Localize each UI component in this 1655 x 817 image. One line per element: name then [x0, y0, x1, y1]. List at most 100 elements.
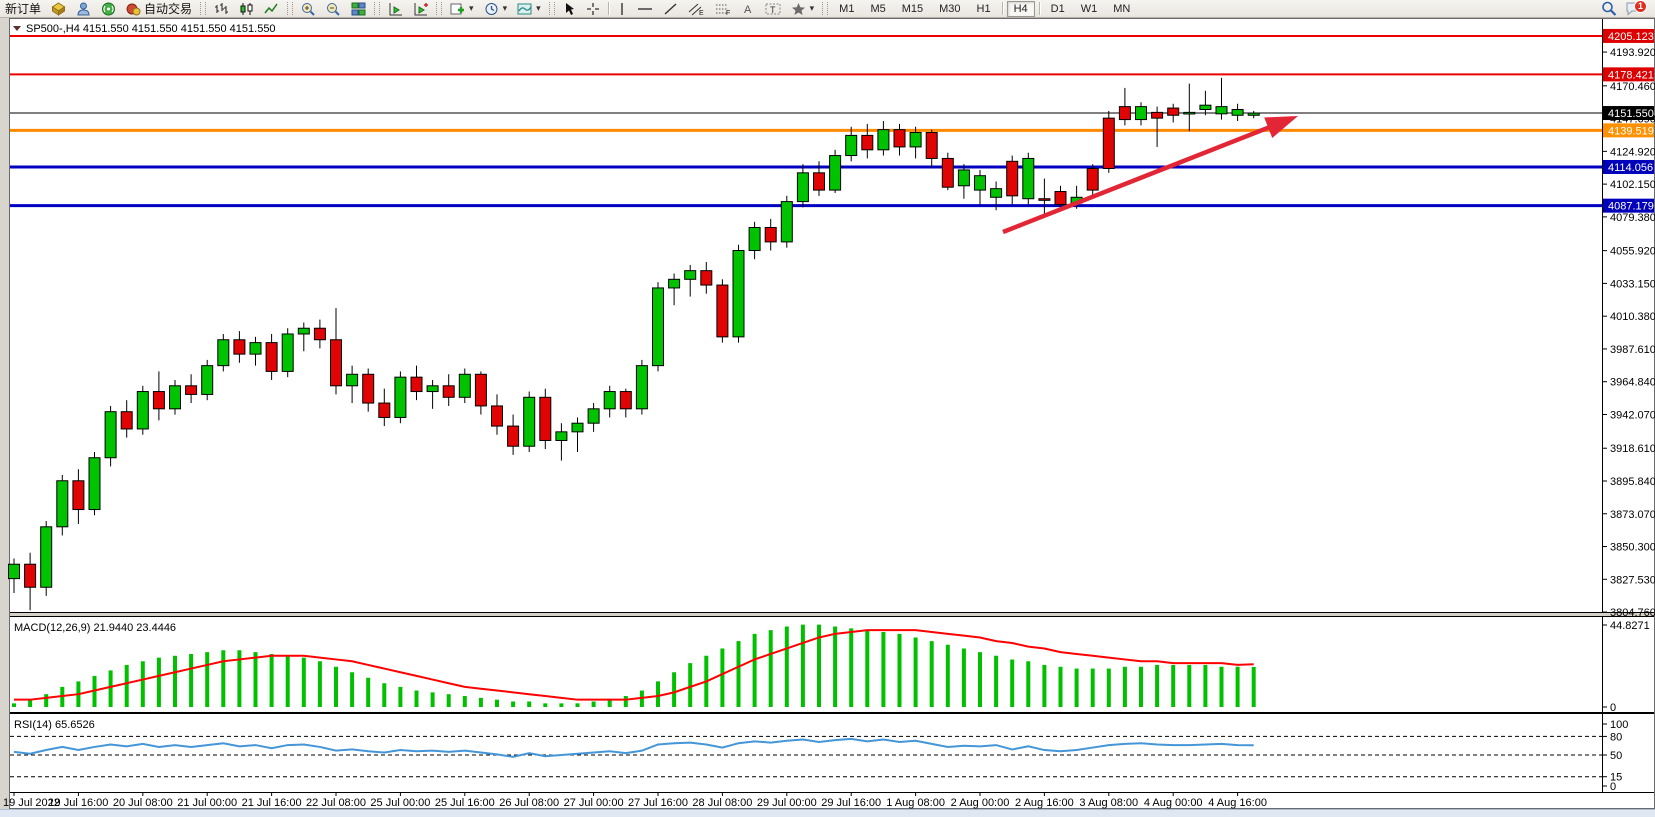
svg-text:3964.840: 3964.840: [1610, 377, 1655, 389]
svg-text:27 Jul 16:00: 27 Jul 16:00: [628, 797, 688, 809]
svg-text:4205.123: 4205.123: [1608, 31, 1654, 43]
trendline-button[interactable]: [658, 1, 683, 17]
svg-text:SP500-,H4 4151.550 4151.550 41: SP500-,H4 4151.550 4151.550 4151.550 415…: [26, 23, 276, 35]
svg-text:T: T: [770, 5, 776, 15]
indicator-window-add-icon: [414, 2, 429, 15]
svg-text:4139.519: 4139.519: [1608, 125, 1654, 137]
crosshair-button[interactable]: [581, 1, 605, 17]
candle-chart-button[interactable]: [234, 1, 259, 17]
svg-text:27 Jul 00:00: 27 Jul 00:00: [564, 797, 624, 809]
main-toolbar: 新订单 自动交易: [0, 0, 1655, 18]
toolbar-separator: [1038, 2, 1040, 15]
svg-text:RSI(14) 65.6526: RSI(14) 65.6526: [14, 719, 95, 731]
candle-chart-icon: [240, 2, 253, 15]
text-button[interactable]: A: [737, 1, 760, 17]
toolbar-grip: [436, 2, 443, 15]
toolbar-grip: [822, 2, 829, 15]
svg-text:3918.610: 3918.610: [1610, 443, 1655, 455]
svg-text:F: F: [726, 10, 730, 16]
indicator-window-button[interactable]: [383, 1, 408, 17]
bar-chart-icon: [215, 2, 229, 14]
svg-text:80: 80: [1610, 731, 1622, 743]
timeframe-d1[interactable]: D1: [1050, 2, 1065, 15]
svg-text:4033.150: 4033.150: [1610, 278, 1655, 290]
svg-text:4170.460: 4170.460: [1610, 81, 1655, 93]
svg-text:4087.179: 4087.179: [1608, 201, 1654, 213]
indicator-window-add-button[interactable]: [408, 1, 433, 17]
toolbar-grip: [548, 2, 555, 15]
svg-text:4114.056: 4114.056: [1608, 162, 1653, 174]
chevron-down-icon: ▾: [469, 3, 474, 13]
vertical-line-icon: [620, 2, 623, 15]
svg-text:4079.380: 4079.380: [1610, 212, 1655, 224]
cursor-button[interactable]: [558, 1, 581, 17]
svg-text:29 Jul 00:00: 29 Jul 00:00: [757, 797, 817, 809]
shapes-button[interactable]: ▾: [786, 1, 820, 17]
svg-text:3987.610: 3987.610: [1610, 344, 1655, 356]
zoom-out-button[interactable]: [321, 1, 346, 17]
timeframe-m1[interactable]: M1: [839, 2, 855, 15]
channel-button[interactable]: E: [683, 1, 710, 17]
zoom-in-button[interactable]: [296, 1, 321, 17]
toolbar-separator: [607, 2, 609, 15]
svg-text:20 Jul 08:00: 20 Jul 08:00: [113, 797, 173, 809]
line-chart-button[interactable]: [259, 1, 284, 17]
bar-chart-button[interactable]: [209, 1, 234, 17]
toolbar-grip: [200, 2, 207, 15]
notifications-button[interactable]: 1: [1625, 0, 1647, 17]
gold-diamond-icon-button[interactable]: [46, 1, 71, 17]
timeframe-m30[interactable]: M30: [939, 2, 961, 15]
svg-text:3942.070: 3942.070: [1610, 409, 1655, 421]
trendline-icon: [664, 2, 677, 15]
template-button[interactable]: ▾: [512, 1, 546, 17]
zoom-out-icon: [327, 2, 340, 16]
auto-trade-label: 自动交易: [144, 2, 193, 16]
signal-button[interactable]: [96, 1, 121, 17]
horizontal-line-icon: [637, 7, 652, 10]
timeframe-h1[interactable]: H1: [976, 2, 991, 15]
timeframe-m15[interactable]: M15: [901, 2, 924, 15]
auto-trade-icon: [126, 3, 141, 15]
clock-icon: [485, 2, 498, 15]
auto-trade-button[interactable]: 自动交易: [121, 1, 197, 17]
period-button[interactable]: ▾: [479, 1, 513, 17]
status-bar: [0, 809, 1655, 817]
vertical-line-button[interactable]: [612, 1, 632, 17]
tile-windows-button[interactable]: [346, 1, 371, 17]
svg-text:3804.760: 3804.760: [1610, 607, 1655, 619]
svg-text:29 Jul 16:00: 29 Jul 16:00: [821, 797, 881, 809]
svg-text:3850.300: 3850.300: [1610, 542, 1655, 554]
timeframe-bar: M1 M5 M15 M30 H1 H4 D1 W1 MN: [831, 0, 1138, 17]
new-order-button[interactable]: 新订单: [0, 1, 46, 17]
timeframe-w1[interactable]: W1: [1080, 2, 1098, 15]
svg-text:3895.840: 3895.840: [1610, 476, 1655, 488]
toolbar-grip: [374, 2, 381, 15]
svg-text:2 Aug 00:00: 2 Aug 00:00: [951, 797, 1010, 809]
signal-icon: [102, 2, 116, 15]
gold-diamond-icon: [51, 1, 66, 16]
timeframe-mn[interactable]: MN: [1113, 2, 1131, 15]
svg-text:0: 0: [1610, 702, 1616, 714]
fibonacci-button[interactable]: F: [710, 1, 737, 17]
text-label-icon: T: [765, 3, 781, 15]
fibonacci-icon: F: [715, 4, 730, 16]
svg-text:15: 15: [1610, 772, 1622, 784]
timeframe-m5[interactable]: M5: [870, 2, 886, 15]
chevron-down-icon: ▾: [809, 3, 815, 13]
chevron-down-icon: ▾: [536, 3, 541, 13]
svg-text:21 Jul 16:00: 21 Jul 16:00: [242, 797, 302, 809]
svg-text:4178.421: 4178.421: [1608, 69, 1654, 81]
svg-text:4055.920: 4055.920: [1610, 246, 1655, 258]
timeframe-h4[interactable]: H4: [1006, 0, 1035, 17]
horizontal-line-button[interactable]: [632, 1, 658, 17]
person-icon: [77, 2, 90, 15]
chevron-down-icon: ▾: [502, 3, 508, 13]
new-chart-button[interactable]: ▾: [445, 1, 479, 17]
search-icon[interactable]: [1601, 1, 1617, 16]
svg-text:4124.920: 4124.920: [1610, 146, 1655, 158]
svg-text:2 Aug 16:00: 2 Aug 16:00: [1015, 797, 1074, 809]
text-label-button[interactable]: T: [760, 1, 786, 17]
market-watch-button[interactable]: [71, 1, 96, 17]
